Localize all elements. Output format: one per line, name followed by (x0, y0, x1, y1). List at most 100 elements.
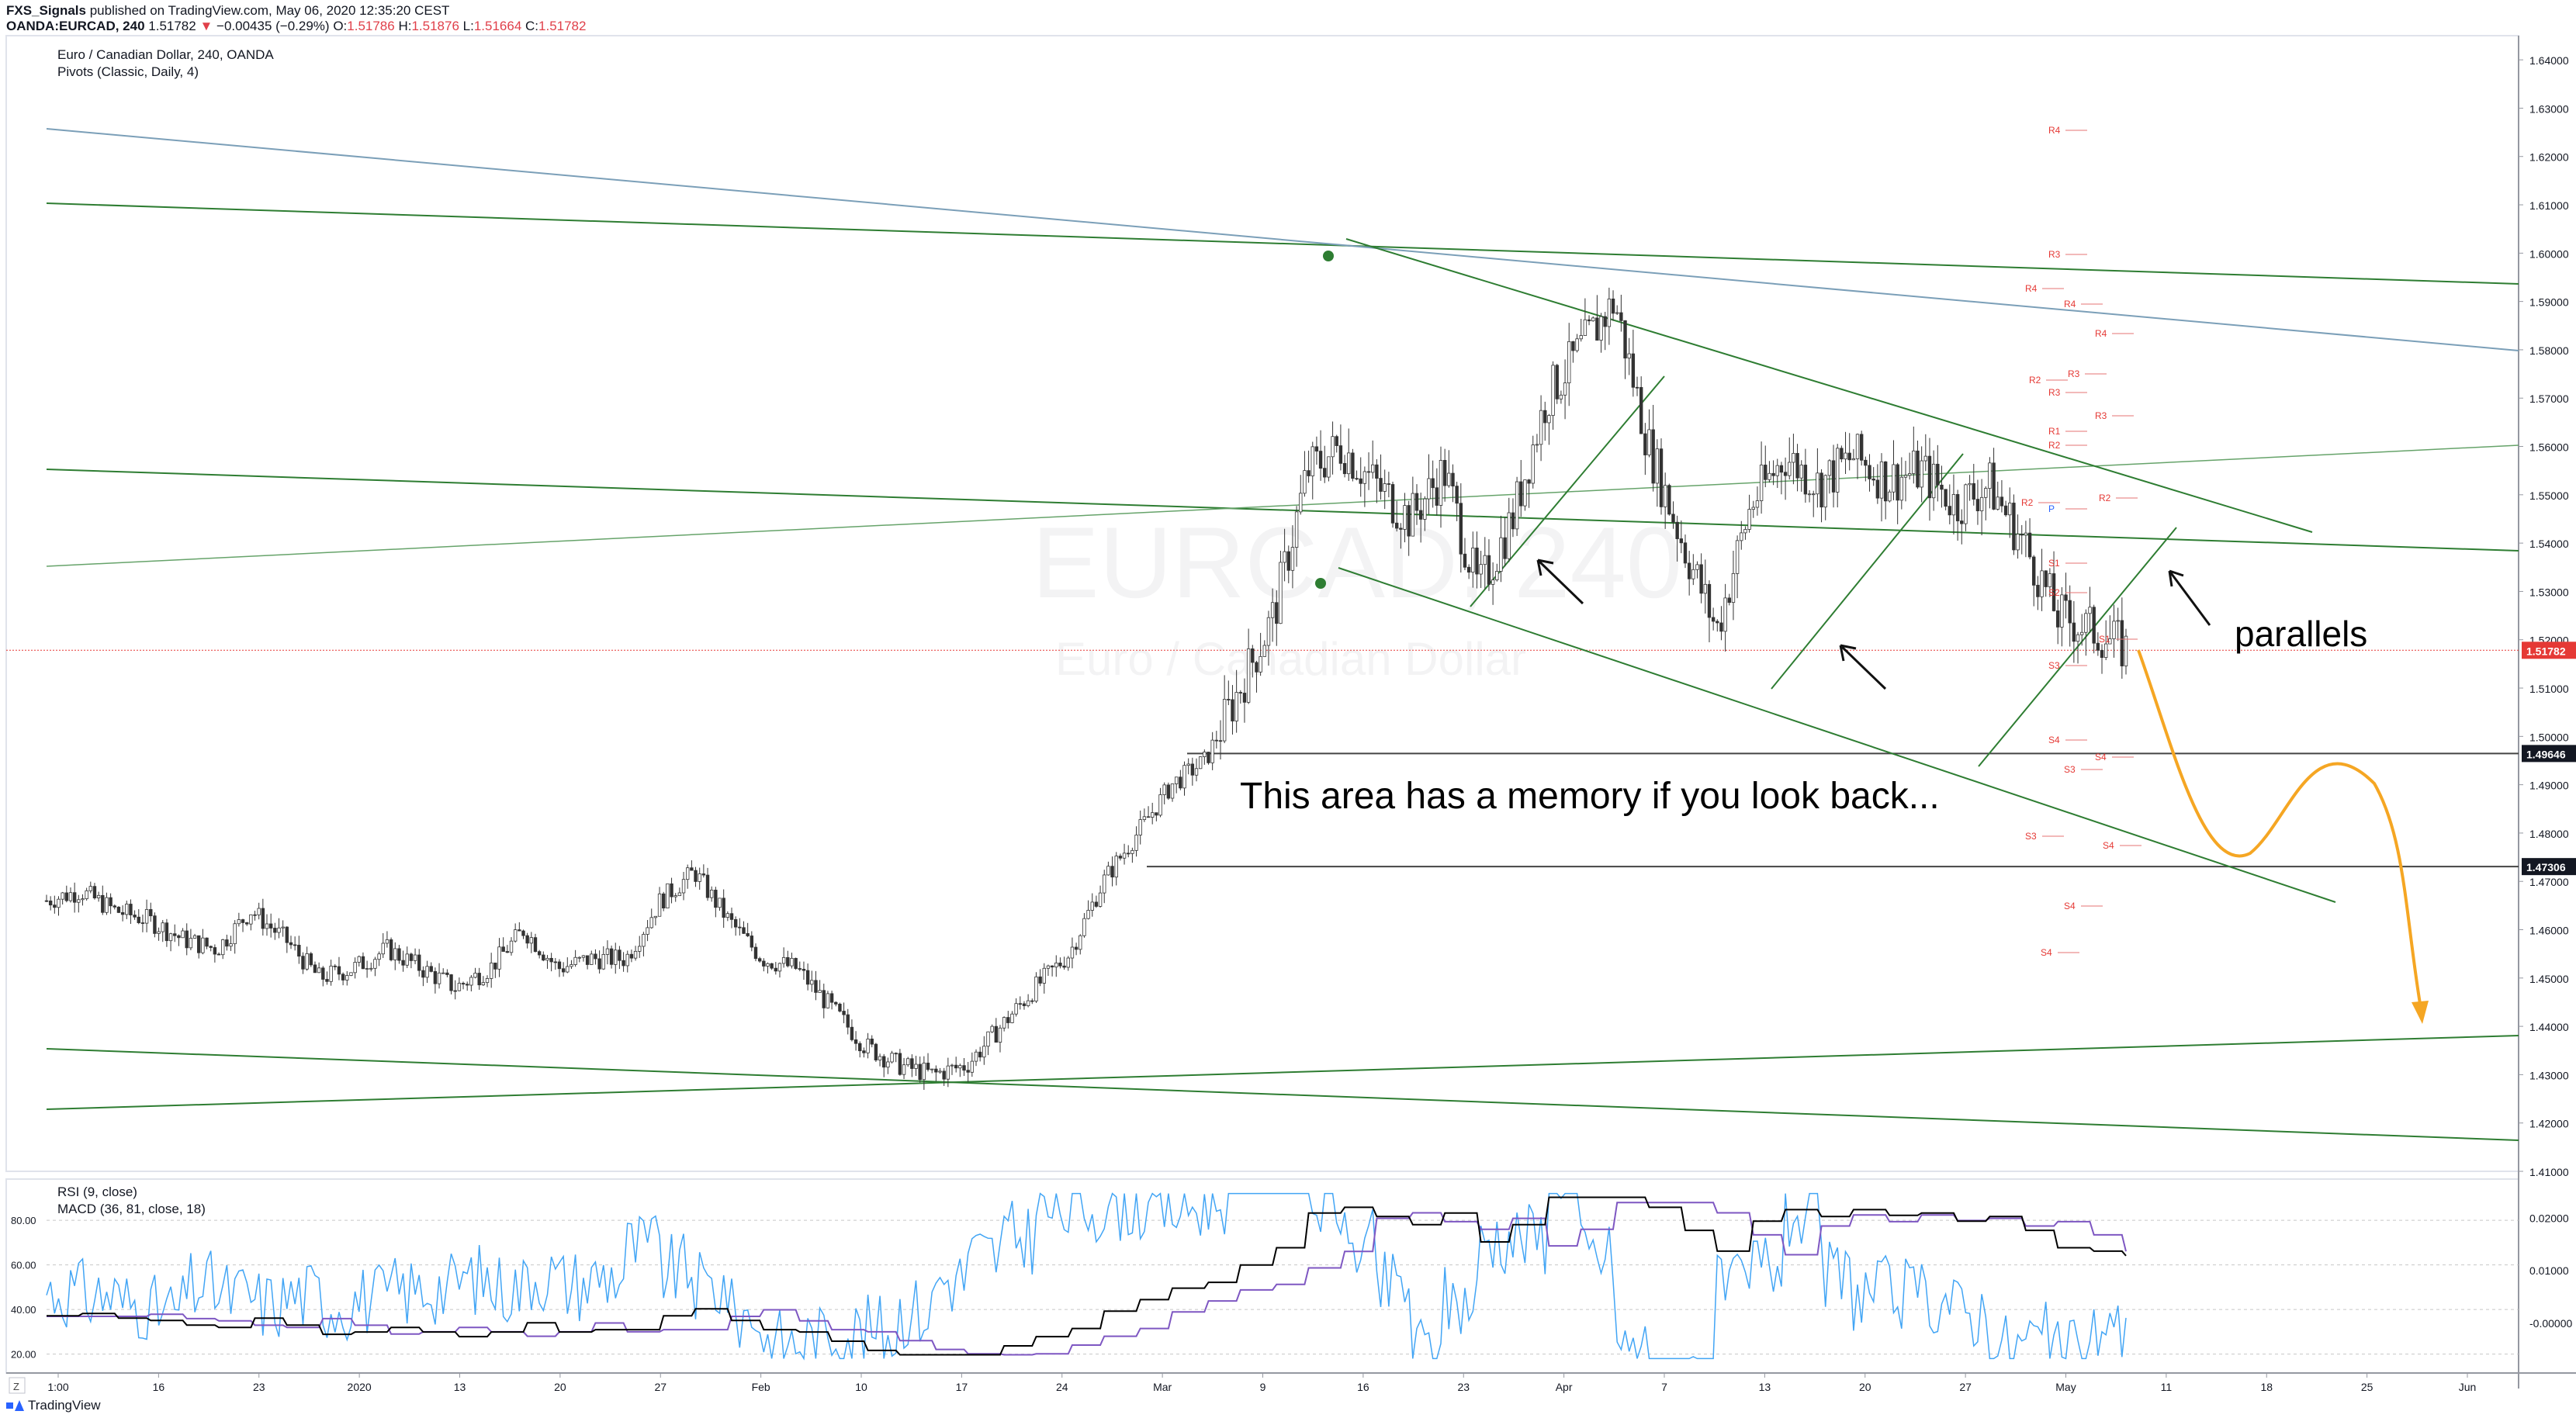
candle-body (1014, 1003, 1018, 1015)
pivot-label: R3 (2048, 387, 2061, 398)
candle-body (1579, 335, 1583, 340)
candle-body (709, 890, 714, 898)
publisher-name[interactable]: FXS_Signals (6, 3, 86, 18)
candle-body (481, 982, 486, 986)
footer-brand[interactable]: TradingView (28, 1398, 101, 1413)
candle-body (733, 918, 738, 928)
candle-body (1255, 662, 1259, 673)
candle-body (333, 965, 337, 967)
candle-body (2072, 622, 2076, 642)
time-tick-label: 17 (956, 1381, 968, 1393)
candle-body (573, 956, 577, 965)
candle-body (192, 935, 197, 939)
rsi-label[interactable]: RSI (9, close) (57, 1185, 137, 1199)
candle-body (922, 1062, 926, 1081)
price-tick-label: 1.43000 (2529, 1069, 2569, 1081)
price-tick-label: 1.55000 (2529, 489, 2569, 502)
candle-body (457, 983, 462, 991)
candle-body (345, 975, 349, 980)
candle-body (1723, 597, 1727, 632)
candle-body (1931, 463, 1936, 499)
trendline (46, 1048, 2519, 1141)
zoom-button-label[interactable]: Z (13, 1381, 19, 1392)
candle-body (1563, 382, 1567, 396)
candle-body (1567, 341, 1571, 384)
candle-body (1859, 434, 1864, 461)
macd-signal-line (47, 1202, 2127, 1356)
candle-body (1203, 752, 1207, 757)
candle-body (125, 904, 129, 915)
trendline (46, 202, 2519, 285)
event-marker-icon[interactable] (1323, 251, 1334, 261)
candle-body (1511, 512, 1515, 530)
candle-body (1631, 353, 1636, 388)
candle-body (786, 956, 790, 967)
candle-body (542, 954, 545, 961)
rsi-line (46, 1192, 2127, 1361)
candle-body (1707, 583, 1712, 618)
pivot-labels-layer: R4 R3 R4 R4 R4 R3 R2 R3 R3 R1 R2 R2 R2 P S1 S2 S1 S3 S4 S3 S… (2021, 125, 2141, 958)
footer[interactable]: TradingView (6, 1398, 101, 1413)
candle-body (705, 874, 710, 898)
candle-body (2092, 607, 2096, 644)
macd-line (47, 1196, 2127, 1356)
candle-body (2056, 610, 2060, 628)
candle-body (409, 953, 414, 961)
candle-body (1331, 436, 1335, 458)
candle-body (1134, 835, 1138, 851)
candle-body (770, 963, 774, 969)
candle-body (425, 966, 429, 978)
candle-body (1619, 312, 1623, 321)
candle-body (329, 965, 333, 982)
indicator-pane-frame (5, 1178, 2519, 1374)
zoom-button[interactable] (9, 1377, 26, 1394)
pivot-label: S4 (2041, 947, 2052, 958)
candle-body (1455, 486, 1459, 504)
candle-body (1659, 448, 1664, 507)
candle-body (437, 972, 441, 984)
candle-body (401, 960, 405, 966)
time-tick-label: 1:00 (47, 1381, 68, 1393)
time-tick-label: 13 (1759, 1381, 1771, 1393)
candle-body (1118, 856, 1123, 859)
candle-body (317, 967, 321, 974)
pivot-label: R2 (2048, 440, 2061, 451)
projection-arrowhead-icon (2412, 1001, 2429, 1024)
price-label-text: 1.49646 (2526, 748, 2566, 760)
candle-body (673, 895, 677, 897)
candle-body (417, 954, 421, 971)
macd-label[interactable]: MACD (36, 81, close, 18) (57, 1202, 206, 1216)
candle-body (1246, 648, 1251, 703)
candle-body (257, 908, 261, 915)
candle-body (285, 926, 289, 943)
watermark-name: Euro / Canadian Dollar (1055, 633, 1526, 685)
price-label-box (2522, 858, 2576, 876)
candle-body (1383, 483, 1387, 492)
event-marker-icon[interactable] (1315, 578, 1326, 589)
candle-body (1451, 472, 1455, 487)
candle-body (185, 930, 189, 949)
price-tick-label: 1.57000 (2529, 393, 2569, 405)
candle-body (244, 922, 249, 925)
candle-body (1547, 415, 1551, 424)
candle-body (910, 1058, 914, 1069)
candle-body (1182, 765, 1186, 789)
annotation-parallels[interactable]: parallels (2235, 614, 2367, 654)
candle-body (1399, 527, 1403, 530)
candle-body (1599, 316, 1603, 341)
annotation-memory[interactable]: This area has a memory if you look back.… (1240, 776, 1940, 817)
pivots-indicator-label[interactable]: Pivots (Classic, Daily, 4) (57, 64, 199, 79)
candle-body (1314, 446, 1319, 451)
candle-body (1844, 452, 1847, 460)
candle-body (518, 929, 521, 932)
pivot-label: P (2048, 503, 2055, 514)
candle-body (1743, 529, 1747, 534)
candle-body (149, 909, 153, 917)
candle-body (766, 963, 770, 967)
candle-body (1303, 470, 1307, 494)
candle-body (621, 960, 625, 967)
time-tick-label: 27 (654, 1381, 667, 1393)
candle-body (225, 939, 229, 947)
candle-body (1864, 459, 1868, 466)
